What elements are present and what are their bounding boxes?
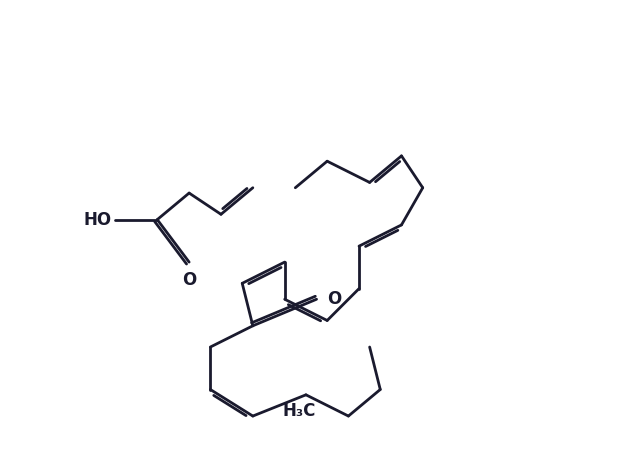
Text: HO: HO	[84, 211, 112, 228]
Text: O: O	[182, 271, 196, 289]
Text: H₃C: H₃C	[283, 402, 316, 420]
Text: O: O	[327, 290, 341, 308]
